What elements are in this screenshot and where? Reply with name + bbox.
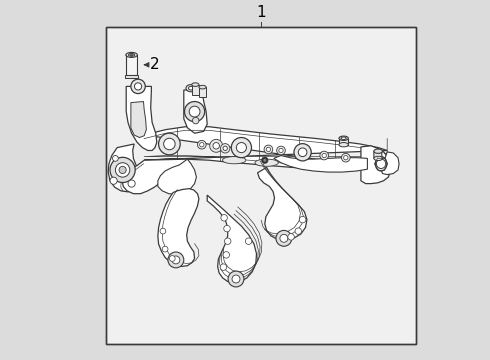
Bar — [106, 27, 416, 344]
Circle shape — [116, 163, 130, 177]
Ellipse shape — [186, 85, 196, 92]
Circle shape — [322, 153, 326, 158]
Polygon shape — [361, 146, 391, 184]
Circle shape — [223, 252, 229, 258]
Circle shape — [266, 147, 270, 152]
Circle shape — [199, 143, 204, 147]
Circle shape — [294, 144, 311, 161]
Circle shape — [220, 144, 230, 153]
Ellipse shape — [130, 54, 133, 56]
Circle shape — [159, 133, 180, 155]
Ellipse shape — [198, 89, 202, 91]
Circle shape — [228, 271, 244, 287]
Ellipse shape — [375, 157, 387, 171]
Circle shape — [164, 138, 175, 150]
Circle shape — [193, 117, 199, 124]
Circle shape — [245, 238, 252, 244]
Polygon shape — [374, 151, 382, 159]
Ellipse shape — [128, 54, 135, 57]
Circle shape — [168, 252, 184, 268]
Polygon shape — [274, 156, 368, 172]
Circle shape — [110, 177, 117, 184]
Ellipse shape — [196, 87, 204, 93]
Circle shape — [231, 138, 251, 158]
Circle shape — [343, 156, 348, 160]
Circle shape — [128, 180, 135, 187]
Circle shape — [220, 264, 227, 270]
Circle shape — [162, 246, 168, 252]
Circle shape — [280, 234, 288, 242]
Circle shape — [134, 83, 142, 90]
Polygon shape — [126, 86, 157, 150]
Circle shape — [262, 157, 268, 163]
Polygon shape — [144, 127, 387, 170]
Circle shape — [160, 228, 166, 234]
Ellipse shape — [339, 136, 348, 140]
Polygon shape — [131, 102, 147, 138]
Polygon shape — [125, 75, 139, 78]
Polygon shape — [207, 195, 257, 283]
Circle shape — [298, 148, 307, 157]
Circle shape — [189, 106, 200, 117]
Polygon shape — [192, 85, 199, 95]
Circle shape — [221, 215, 227, 221]
Circle shape — [224, 238, 231, 244]
Circle shape — [232, 275, 240, 283]
Polygon shape — [258, 167, 307, 240]
Circle shape — [288, 234, 294, 240]
Circle shape — [170, 256, 175, 261]
Ellipse shape — [341, 137, 346, 140]
Circle shape — [277, 146, 285, 155]
Polygon shape — [158, 189, 199, 266]
Circle shape — [119, 166, 126, 174]
Circle shape — [279, 148, 283, 153]
Polygon shape — [381, 152, 399, 175]
Circle shape — [172, 256, 180, 264]
Circle shape — [131, 79, 145, 94]
Polygon shape — [126, 55, 137, 75]
Polygon shape — [108, 144, 140, 192]
Circle shape — [214, 144, 219, 148]
Polygon shape — [158, 159, 196, 194]
Ellipse shape — [189, 86, 194, 90]
Circle shape — [197, 140, 206, 149]
Circle shape — [276, 230, 292, 246]
Polygon shape — [339, 139, 348, 145]
Circle shape — [210, 139, 222, 152]
Ellipse shape — [199, 85, 206, 89]
Text: 1: 1 — [256, 5, 266, 20]
Circle shape — [185, 102, 205, 122]
Ellipse shape — [126, 53, 137, 58]
Circle shape — [376, 159, 386, 168]
Ellipse shape — [339, 143, 348, 147]
Circle shape — [212, 141, 220, 150]
Circle shape — [295, 228, 301, 234]
Circle shape — [224, 225, 230, 232]
Polygon shape — [199, 87, 206, 97]
Circle shape — [342, 153, 350, 162]
Polygon shape — [184, 90, 207, 133]
Circle shape — [110, 157, 135, 183]
Circle shape — [113, 156, 118, 161]
Ellipse shape — [192, 83, 199, 86]
Ellipse shape — [374, 149, 383, 153]
Circle shape — [299, 216, 306, 223]
Circle shape — [223, 146, 227, 150]
Bar — [106, 27, 416, 344]
Text: 2: 2 — [149, 57, 159, 72]
Circle shape — [236, 143, 246, 153]
Circle shape — [263, 159, 266, 162]
Circle shape — [320, 151, 328, 160]
Circle shape — [213, 143, 220, 149]
Ellipse shape — [222, 157, 246, 164]
Polygon shape — [122, 159, 187, 194]
Ellipse shape — [374, 156, 383, 161]
Circle shape — [264, 145, 273, 154]
Ellipse shape — [255, 159, 278, 166]
